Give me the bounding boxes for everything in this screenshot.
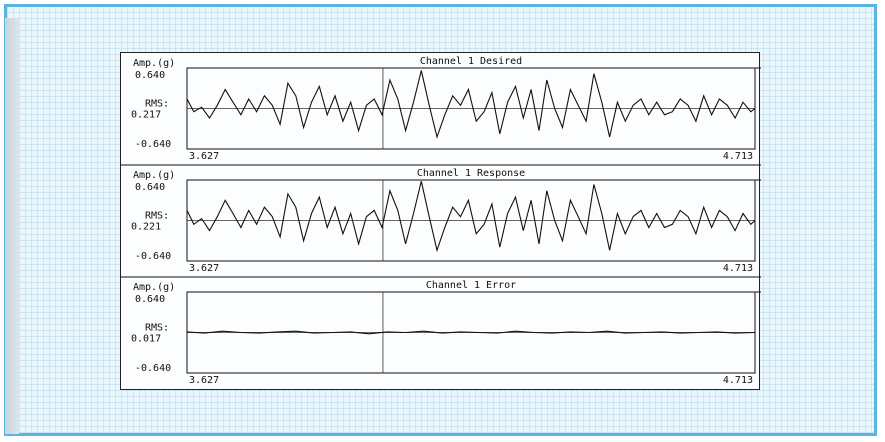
y-max-tick-label: 0.640 (135, 70, 165, 81)
x-end-tick-label: 4.713 (723, 375, 753, 386)
rms-value: 0.221 (131, 222, 161, 233)
x-end-tick-label: 4.713 (723, 263, 753, 274)
rms-label: RMS: (145, 211, 169, 222)
y-axis-label: Amp.(g) (133, 282, 175, 293)
left-shadow (5, 18, 19, 434)
rms-label: RMS: (145, 99, 169, 110)
chart-title: Channel 1 Desired (420, 56, 522, 67)
rms-value: 0.017 (131, 334, 161, 345)
x-end-tick-label: 4.713 (723, 151, 753, 162)
x-start-tick-label: 3.627 (189, 151, 219, 162)
rms-label: RMS: (145, 323, 169, 334)
signal-trace (186, 70, 756, 139)
y-min-tick-label: -0.640 (135, 251, 171, 262)
signal-trace (186, 181, 756, 253)
y-min-tick-label: -0.640 (135, 363, 171, 374)
signal-trace (186, 330, 756, 335)
y-max-tick-label: 0.640 (135, 294, 165, 305)
y-max-tick-label: 0.640 (135, 182, 165, 193)
y-min-tick-label: -0.640 (135, 139, 171, 150)
chart-title: Channel 1 Error (426, 280, 516, 291)
rms-value: 0.217 (131, 110, 161, 121)
x-start-tick-label: 3.627 (189, 375, 219, 386)
x-start-tick-label: 3.627 (189, 263, 219, 274)
chart-panel: Amp.(g) Channel 1 Desired 0.640 RMS: 0.217 -0… (120, 52, 761, 390)
y-axis-label: Amp.(g) (133, 58, 175, 69)
chart-title: Channel 1 Response (417, 168, 525, 179)
y-axis-label: Amp.(g) (133, 170, 175, 181)
chart-svg: Amp.(g) Channel 1 Desired0.640RMS:0.217-0… (121, 56, 761, 386)
